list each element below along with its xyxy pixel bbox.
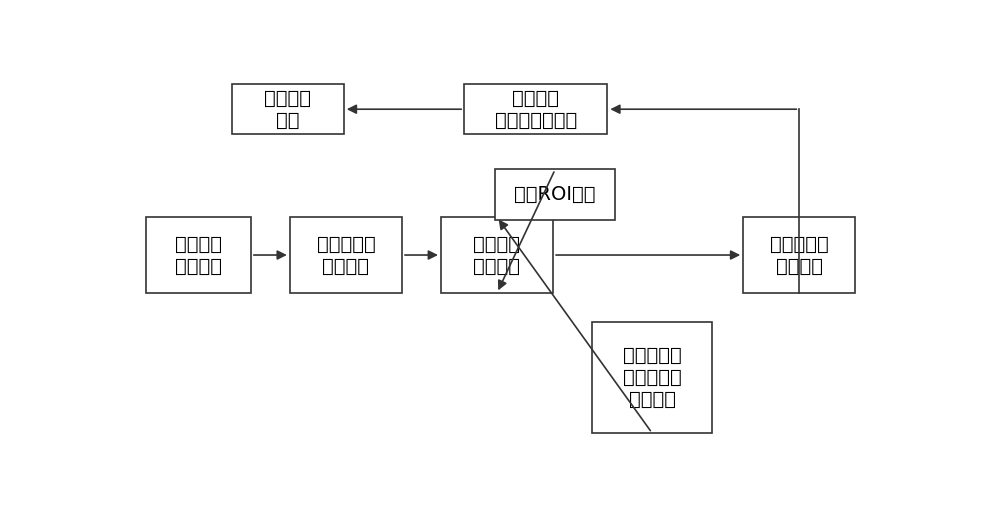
Text: 水平集法
二次分割: 水平集法 二次分割 [474, 234, 520, 276]
Bar [232, 84, 344, 134]
Bar [290, 217, 402, 293]
Bar [441, 217, 553, 293]
Text: 拟合计算
约束分割的形状: 拟合计算 约束分割的形状 [495, 89, 577, 130]
Bar [743, 217, 855, 293]
Text: 模糊聚类法
初始分割: 模糊聚类法 初始分割 [316, 234, 375, 276]
Bar [495, 170, 615, 220]
Text: 输出分割
结果: 输出分割 结果 [264, 89, 311, 130]
Text: 选取ROI区域: 选取ROI区域 [514, 185, 596, 204]
Bar [464, 84, 607, 134]
Text: 限制形状的
先验模型: 限制形状的 先验模型 [770, 234, 829, 276]
Text: 引入待分割
目标的形状
先验知识: 引入待分割 目标的形状 先验知识 [623, 346, 681, 409]
Bar [146, 217, 251, 293]
Bar [592, 322, 712, 433]
Text: 输入原始
超声图像: 输入原始 超声图像 [175, 234, 222, 276]
